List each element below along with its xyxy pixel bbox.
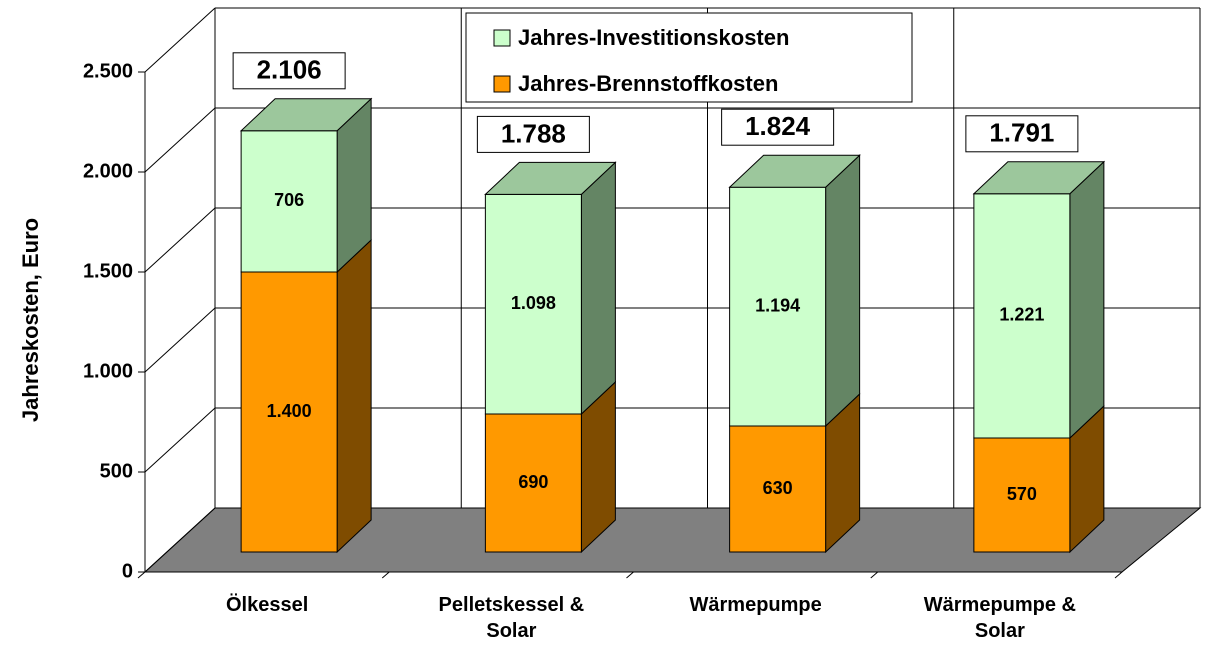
total-box <box>721 108 835 146</box>
bar <box>484 193 582 415</box>
y-tick-label: 500 <box>100 460 133 482</box>
x-tick <box>381 571 390 579</box>
x-tick-label: Ölkessel <box>225 594 309 616</box>
value-label: 1.098 <box>511 293 556 313</box>
value-label: 570 <box>1007 484 1037 504</box>
legend-label: Jahres-Investitionskosten <box>518 25 789 50</box>
bar-side <box>1069 160 1105 440</box>
x-tick <box>1114 571 1123 579</box>
x-tick <box>870 571 879 579</box>
bar-top <box>484 161 617 195</box>
value-label: 630 <box>763 478 793 498</box>
grid-line <box>144 7 216 73</box>
legend-swatch <box>493 29 511 47</box>
total-box <box>476 115 590 153</box>
value-label: 690 <box>518 472 548 492</box>
x-tick <box>137 571 146 579</box>
bar <box>240 271 338 553</box>
grid-line <box>144 207 216 273</box>
grid-line <box>144 107 216 173</box>
bar <box>729 425 827 553</box>
total-box <box>232 52 346 90</box>
bar-top <box>239 98 373 132</box>
legend-label: Jahres-Brennstoffkosten <box>518 71 778 96</box>
grid-line <box>144 307 216 373</box>
legend <box>465 12 913 103</box>
total-box <box>965 115 1079 153</box>
y-axis-label: Jahreskosten, Euro <box>18 218 43 422</box>
bar <box>484 413 582 553</box>
y-tick-label: 2.000 <box>83 160 133 182</box>
total-label: 1.824 <box>745 111 811 141</box>
y-tick-label: 1.500 <box>83 260 133 282</box>
total-label: 2.106 <box>257 55 322 85</box>
legend-swatch <box>493 75 511 93</box>
bar <box>973 193 1071 439</box>
total-label: 1.791 <box>989 118 1054 148</box>
y-tick-label: 0 <box>122 560 133 582</box>
value-label: 1.221 <box>999 305 1044 325</box>
x-tick-label: Wärmepumpe <box>689 594 822 616</box>
value-label: 706 <box>274 190 304 210</box>
bar-top <box>728 154 861 188</box>
bar-side <box>336 238 372 554</box>
grid-line <box>144 407 216 473</box>
bar-side <box>825 154 861 428</box>
bar-top <box>972 161 1106 195</box>
total-label: 1.788 <box>501 118 566 148</box>
bar-side <box>580 161 616 416</box>
bar <box>240 130 338 273</box>
y-tick-label: 1.000 <box>83 360 133 382</box>
y-tick-label: 2.500 <box>83 60 133 82</box>
bar <box>973 437 1071 553</box>
x-tick-label: Pelletskessel & Solar <box>438 594 585 642</box>
x-tick <box>626 571 634 579</box>
value-label: 1.400 <box>267 401 312 421</box>
value-label: 1.194 <box>755 295 800 315</box>
grid-line <box>144 507 216 573</box>
x-tick-label: Wärmepumpe & Solar <box>923 594 1076 642</box>
